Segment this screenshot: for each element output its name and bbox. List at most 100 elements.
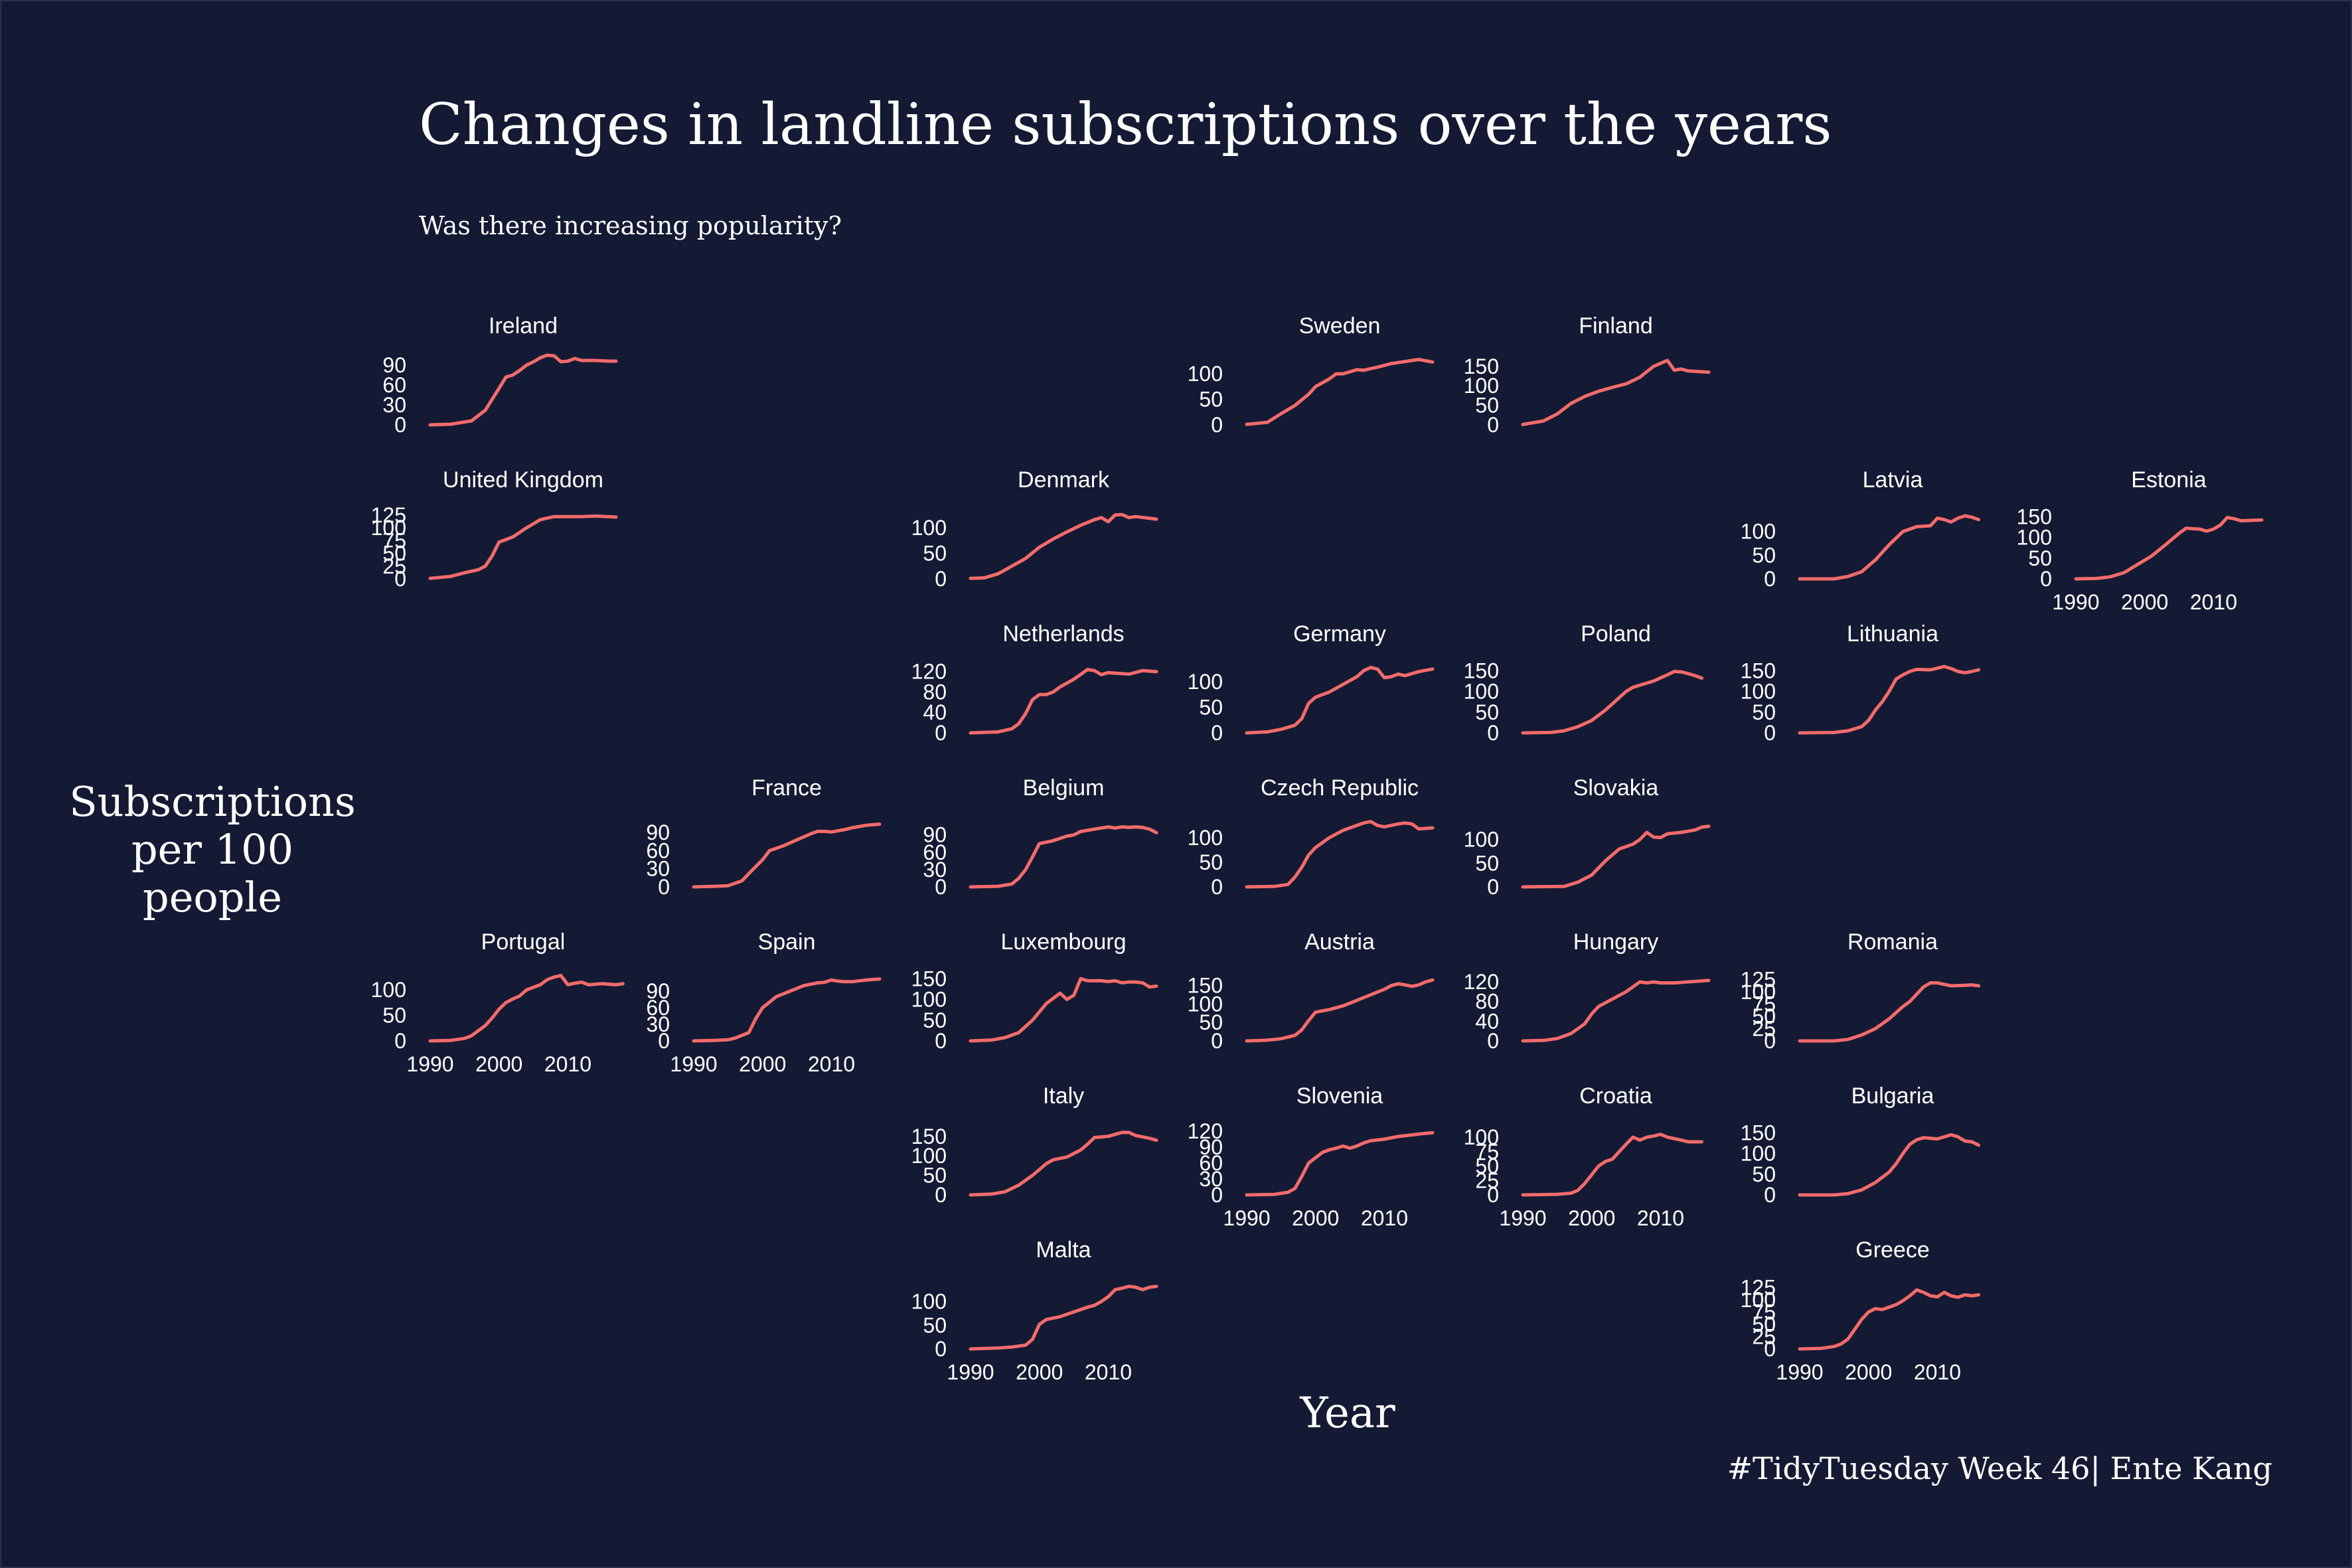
y-tick-label: 50 bbox=[923, 1008, 947, 1032]
x-tick-label: 2010 bbox=[1914, 1360, 1961, 1384]
y-tick-label: 50 bbox=[382, 542, 406, 566]
x-tick-label: 2000 bbox=[475, 1052, 522, 1076]
y-tick-label: 60 bbox=[382, 373, 406, 397]
y-tick-label: 100 bbox=[1741, 980, 1776, 1004]
series-line bbox=[1798, 514, 1981, 581]
y-tick-label: 0 bbox=[394, 413, 406, 437]
series-line bbox=[692, 823, 882, 889]
y-tick-label: 60 bbox=[923, 840, 947, 864]
y-tick-label: 50 bbox=[1752, 543, 1776, 567]
y-tick-label: 50 bbox=[1199, 696, 1223, 720]
series-line bbox=[428, 974, 625, 1043]
series-line bbox=[1245, 978, 1435, 1043]
y-tick-label: 50 bbox=[923, 542, 947, 566]
y-tick-label: 100 bbox=[1188, 826, 1223, 850]
x-tick-label: 1990 bbox=[2052, 590, 2099, 614]
facet-title: Poland bbox=[1581, 621, 1651, 647]
series-line bbox=[692, 977, 882, 1043]
y-tick-label: 75 bbox=[1475, 1140, 1499, 1164]
y-tick-label: 0 bbox=[1211, 875, 1223, 899]
y-tick-label: 75 bbox=[1752, 992, 1776, 1016]
y-tick-label: 100 bbox=[911, 1290, 947, 1314]
series-line bbox=[969, 825, 1158, 889]
facet-title: Spain bbox=[758, 929, 816, 955]
y-tick-label: 100 bbox=[1741, 1142, 1776, 1166]
y-tick-label: 100 bbox=[371, 516, 406, 540]
y-tick-label: 30 bbox=[646, 857, 670, 881]
facet-title: Ireland bbox=[489, 313, 558, 339]
x-tick-label: 2010 bbox=[808, 1052, 855, 1076]
y-tick-label: 120 bbox=[1464, 970, 1499, 994]
y-tick-label: 50 bbox=[1752, 1162, 1776, 1186]
y-tick-label: 50 bbox=[1475, 851, 1499, 875]
y-tick-label: 0 bbox=[935, 875, 947, 899]
facet-title: France bbox=[751, 775, 822, 801]
y-tick-label: 125 bbox=[1741, 967, 1776, 991]
y-tick-label: 30 bbox=[1199, 1167, 1223, 1191]
y-tick-label: 150 bbox=[1464, 354, 1499, 378]
series-line bbox=[1521, 979, 1711, 1043]
y-tick-label: 0 bbox=[1764, 721, 1776, 745]
y-tick-label: 100 bbox=[1464, 1125, 1499, 1149]
y-tick-label: 30 bbox=[923, 858, 947, 882]
series-line bbox=[969, 1131, 1158, 1197]
y-tick-label: 50 bbox=[1752, 1004, 1776, 1028]
y-tick-label: 0 bbox=[1764, 567, 1776, 591]
y-tick-label: 75 bbox=[1752, 1300, 1776, 1324]
y-tick-label: 90 bbox=[923, 823, 947, 847]
y-tick-label: 0 bbox=[935, 1183, 947, 1207]
series-line bbox=[1245, 358, 1435, 426]
y-tick-label: 50 bbox=[1199, 1010, 1223, 1034]
y-tick-label: 0 bbox=[1764, 1029, 1776, 1053]
series-line bbox=[969, 668, 1158, 735]
y-tick-label: 150 bbox=[911, 967, 947, 990]
facet-title: Hungary bbox=[1573, 929, 1659, 955]
facet-title: Austria bbox=[1304, 929, 1375, 955]
series-line bbox=[428, 353, 618, 427]
x-tick-label: 2010 bbox=[544, 1052, 591, 1076]
x-tick-label: 2000 bbox=[1568, 1206, 1615, 1230]
x-tick-label: 2010 bbox=[1361, 1206, 1408, 1230]
series-line bbox=[1521, 670, 1704, 735]
series-line bbox=[1798, 665, 1981, 735]
facet-title: Latvia bbox=[1863, 467, 1923, 493]
chart-title: Changes in landline subscriptions over t… bbox=[419, 92, 1832, 158]
series-line bbox=[1798, 1288, 1981, 1351]
y-tick-label: 150 bbox=[2017, 505, 2052, 528]
y-tick-label: 0 bbox=[394, 1029, 406, 1053]
y-tick-label: 0 bbox=[658, 875, 670, 899]
y-tick-label: 150 bbox=[1188, 974, 1223, 998]
x-tick-label: 1990 bbox=[1776, 1360, 1823, 1384]
y-tick-label: 100 bbox=[1188, 670, 1223, 694]
x-tick-label: 2000 bbox=[1016, 1360, 1063, 1384]
series-line bbox=[1245, 820, 1435, 889]
y-tick-label: 75 bbox=[382, 528, 406, 552]
y-tick-label: 100 bbox=[371, 978, 406, 1002]
series-line bbox=[1798, 981, 1981, 1043]
y-tick-label: 100 bbox=[2017, 526, 2052, 550]
y-tick-label: 150 bbox=[1464, 659, 1499, 682]
facet-title: Greece bbox=[1855, 1237, 1930, 1263]
y-tick-label: 0 bbox=[1211, 1029, 1223, 1053]
y-tick-label: 0 bbox=[658, 1029, 670, 1053]
y-tick-label: 0 bbox=[935, 1029, 947, 1053]
y-tick-label: 0 bbox=[1211, 721, 1223, 745]
caption: #TidyTuesday Week 46| Ente Kang bbox=[1727, 1450, 2272, 1486]
facet-title: Romania bbox=[1847, 929, 1938, 955]
y-tick-label: 150 bbox=[1741, 659, 1776, 682]
y-tick-label: 30 bbox=[646, 1012, 670, 1036]
